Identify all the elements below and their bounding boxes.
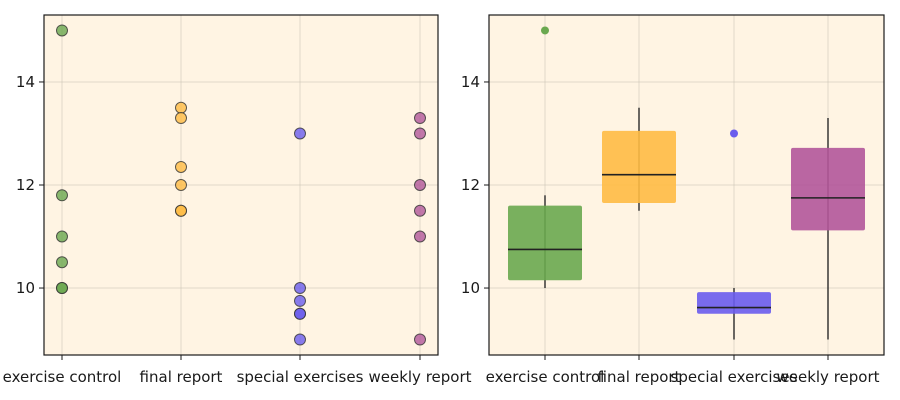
scatter-panel: 10 12 14 exercise control final report specia… — [3, 14, 472, 386]
x-tick-label: weekly report — [368, 368, 471, 386]
scatter-point — [414, 333, 426, 346]
box-body — [697, 292, 771, 314]
scatter-point — [414, 204, 426, 217]
y-tick-label: 14 — [16, 73, 35, 91]
scatter-point — [294, 333, 306, 346]
box-body — [602, 130, 676, 204]
scatter-point — [294, 294, 306, 307]
box-body — [791, 147, 865, 231]
scatter-point — [56, 282, 68, 295]
scatter-point — [294, 307, 306, 320]
y-tick-label: 12 — [461, 176, 480, 194]
scatter-point — [175, 101, 187, 114]
x-tick-label: special exercises — [671, 368, 798, 386]
scatter-point — [56, 24, 68, 37]
scatter-point — [56, 230, 68, 243]
x-tick-label: final report — [140, 368, 223, 386]
x-tick-label: exercise control — [3, 368, 122, 386]
x-tick-label: special exercises — [237, 368, 364, 386]
scatter-point — [175, 204, 187, 217]
scatter-point — [294, 127, 306, 140]
x-tick-label: weekly report — [776, 368, 879, 386]
scatter-point — [414, 230, 426, 243]
x-tick-label: exercise control — [486, 368, 605, 386]
scatter-point — [175, 112, 187, 125]
scatter-point — [414, 112, 426, 125]
box-outlier — [541, 26, 549, 35]
y-tick-label: 14 — [461, 73, 480, 91]
y-tick-label: 10 — [16, 279, 35, 297]
scatter-point — [414, 127, 426, 140]
box-body — [508, 205, 582, 281]
box-outlier — [730, 129, 738, 138]
scatter-point — [175, 160, 187, 173]
scatter-point — [56, 189, 68, 202]
scatter-point — [175, 179, 187, 191]
scatter-point — [56, 256, 68, 269]
x-tick-label: final report — [598, 368, 681, 386]
y-tick-label: 10 — [461, 279, 480, 297]
scatter-point — [414, 179, 426, 191]
y-tick-label: 12 — [16, 176, 35, 194]
scatter-point — [294, 282, 306, 295]
